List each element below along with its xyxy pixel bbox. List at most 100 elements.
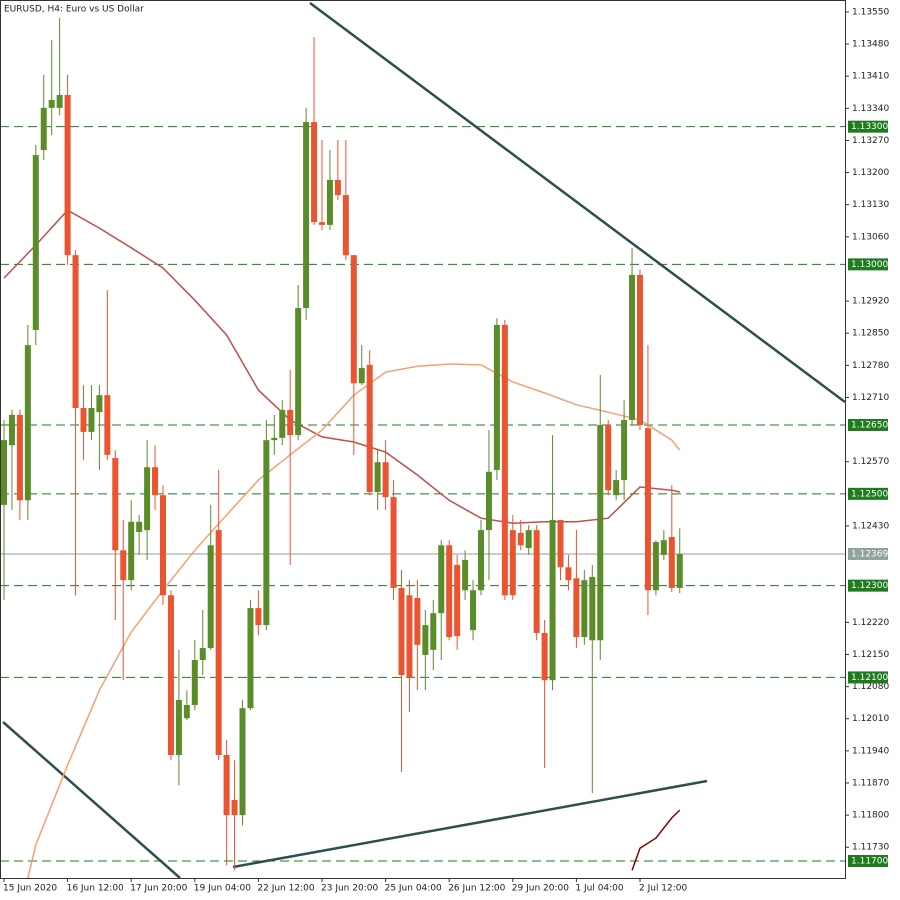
candle-body <box>446 545 453 638</box>
trend-line <box>2 721 181 878</box>
candle-body <box>629 274 636 420</box>
candle-body <box>136 521 143 532</box>
candle-body <box>493 324 500 470</box>
level-label: 1.13300 <box>851 122 888 132</box>
level-label: 1.12300 <box>851 581 888 591</box>
candle-body <box>430 613 437 650</box>
candle-body <box>533 530 540 633</box>
plot-layer <box>1 1 845 878</box>
candle-body <box>485 471 492 531</box>
candle-body <box>621 419 628 481</box>
y-tick-label: 1.11940 <box>852 746 889 756</box>
candle-body <box>652 542 659 591</box>
candle-body <box>263 440 270 626</box>
level-label-box <box>848 419 888 432</box>
candle-body <box>40 107 47 151</box>
candle-body <box>279 409 286 438</box>
candle-body <box>16 414 23 501</box>
candle-body <box>350 255 357 384</box>
candle-body <box>382 462 389 498</box>
candle-body <box>32 155 39 330</box>
y-tick-label: 1.12220 <box>852 618 889 628</box>
candle-body <box>56 95 63 108</box>
x-tick-label: 16 Jun 12:00 <box>67 884 124 894</box>
x-tick-label: 25 Jun 04:00 <box>385 884 442 894</box>
candle-body <box>183 704 190 719</box>
y-tick-label: 1.12430 <box>852 521 889 531</box>
candle-body <box>295 307 302 436</box>
y-tick-label: 1.12920 <box>852 297 889 307</box>
candle-body <box>668 536 675 588</box>
candle-body <box>557 520 564 568</box>
candle-body <box>525 530 532 549</box>
candle-body <box>1 440 7 505</box>
candle-body <box>573 578 580 638</box>
candle-body <box>207 545 214 649</box>
y-tick-label: 1.12710 <box>852 393 889 403</box>
y-tick-label: 1.11730 <box>852 843 889 853</box>
candle-body <box>175 699 182 755</box>
levels-layer <box>0 126 845 862</box>
candle-body <box>88 408 95 432</box>
candle-body <box>80 408 87 432</box>
candle-body <box>406 595 413 678</box>
level-label-box <box>848 579 888 592</box>
candle-body <box>239 708 246 816</box>
y-tick-label: 1.13340 <box>852 104 889 114</box>
level-label: 1.13000 <box>851 260 888 270</box>
level-label: 1.12100 <box>851 673 888 683</box>
candle-body <box>64 95 71 256</box>
y-tick-label: 1.11800 <box>852 811 889 821</box>
level-label-box <box>848 855 888 868</box>
y-tick-label: 1.12080 <box>852 682 889 692</box>
candle-body <box>191 659 198 705</box>
candle-body <box>509 530 516 596</box>
candle-body <box>247 608 254 709</box>
candle-body <box>311 122 318 223</box>
x-tick-label: 2 Jul 12:00 <box>639 884 688 894</box>
candle-body <box>319 222 325 225</box>
candle-body <box>589 576 596 641</box>
candle-body <box>676 553 683 588</box>
y-tick-label: 1.12780 <box>852 361 889 371</box>
candle-body <box>112 458 119 551</box>
candle-body <box>24 345 31 501</box>
plot-border <box>0 0 846 879</box>
y-tick-label: 1.13550 <box>852 7 889 17</box>
candle-body <box>48 100 55 108</box>
candle-body <box>414 598 421 645</box>
y-tick-label: 1.12150 <box>852 650 889 660</box>
candle-body <box>199 648 206 660</box>
candle-body <box>326 179 333 225</box>
candle-body <box>72 255 79 409</box>
y-tick-label: 1.13480 <box>852 40 889 50</box>
candle-body <box>398 587 405 676</box>
x-tick-label: 23 Jun 20:00 <box>321 884 378 894</box>
candle-body <box>517 532 524 546</box>
candle-body <box>231 799 238 816</box>
level-label: 1.11700 <box>851 857 888 867</box>
candle-body <box>287 409 294 436</box>
candle-body <box>470 590 477 631</box>
current-price-label: 1.12369 <box>851 549 888 559</box>
level-label-box <box>848 487 888 500</box>
y-tick-label: 1.13410 <box>852 72 889 82</box>
y-tick-label: 1.13060 <box>852 232 889 242</box>
x-tick-label: 26 Jun 12:00 <box>448 884 505 894</box>
candle-body <box>303 122 310 308</box>
y-tick-label: 1.13130 <box>852 200 889 210</box>
candle-body <box>462 559 469 591</box>
x-tick-label: 17 Jun 20:00 <box>130 884 187 894</box>
candle-body <box>478 530 484 591</box>
y-tick-label: 1.12570 <box>852 457 889 467</box>
candle-body <box>501 324 508 596</box>
candle-body <box>8 414 15 446</box>
candle-body <box>374 462 381 493</box>
x-tick-label: 29 Jun 20:00 <box>512 884 569 894</box>
candle-body <box>144 467 151 531</box>
candle-body <box>152 467 159 496</box>
